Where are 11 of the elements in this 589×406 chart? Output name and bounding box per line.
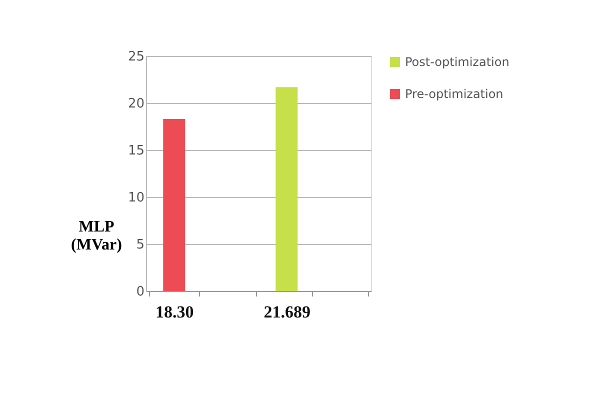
- y-axis-title: MLP (MVar): [71, 218, 122, 254]
- y-tick-label: 5: [136, 238, 144, 252]
- x-tick-label: 21.689: [264, 302, 310, 322]
- y-tick-label: 0: [136, 284, 144, 300]
- legend-label: Pre-optimization: [405, 87, 504, 101]
- y-tick-label: 25: [128, 50, 144, 64]
- y-tick-label: 10: [128, 190, 144, 206]
- x-tick-label: 18.30: [156, 302, 194, 322]
- y-tick-label: 15: [128, 144, 144, 158]
- legend-label: Post-optimization: [405, 55, 510, 69]
- y-tick-label: 20: [128, 96, 144, 112]
